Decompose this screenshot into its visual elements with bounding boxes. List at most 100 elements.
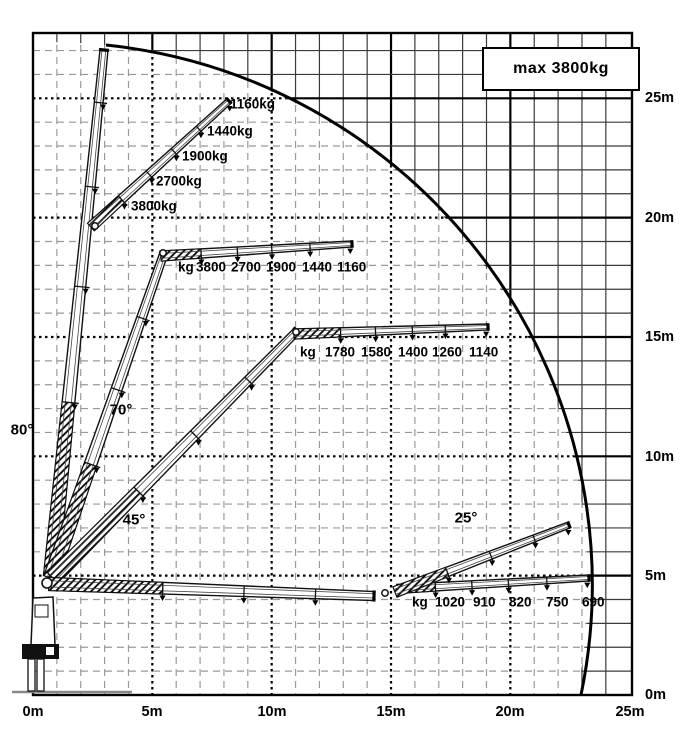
boom-rail [53, 50, 107, 577]
extension-mark [469, 590, 476, 596]
boom-rail [47, 252, 163, 577]
extension-mark [118, 392, 125, 399]
section-divider [136, 315, 150, 322]
boom-pivot [41, 577, 53, 589]
boom-rail [294, 327, 489, 337]
y-axis-tick-label: 0m [645, 687, 666, 703]
crane-vehicle [12, 596, 132, 694]
y-axis-tick-label: 5m [645, 568, 666, 584]
winch-detail [46, 647, 54, 655]
capacity-label: 1900kg [182, 149, 228, 164]
extension-mark [489, 560, 496, 566]
extension-mark [148, 178, 155, 185]
max-capacity-label: max 3800kg [513, 60, 609, 77]
extension-mark [159, 595, 166, 601]
extension-mark [234, 256, 241, 263]
boom-tip-cap [98, 47, 110, 53]
y-axis-tick-label: 20m [645, 210, 674, 226]
capacity-label: 690 [582, 595, 605, 610]
capacity-label: 1140 [469, 345, 498, 360]
capacity-label: 1780 [325, 345, 355, 360]
x-axis-tick-label: 0m [23, 704, 44, 720]
extension-mark [226, 105, 233, 112]
extension-mark [312, 600, 319, 606]
boom-rail [92, 101, 231, 229]
boom-rail [397, 578, 590, 592]
capacity-label: 3800 [196, 260, 226, 275]
capacity-label: kg [300, 345, 316, 360]
boom-rail [393, 523, 569, 590]
boom-rail [395, 525, 570, 595]
y-axis-tick-label: 25m [645, 90, 674, 106]
boom-angle-label: 70° [110, 402, 133, 419]
extension-mark [565, 529, 572, 536]
extension-mark [198, 259, 205, 266]
capacity-label: 2700kg [156, 174, 202, 189]
jib-80 [86, 97, 233, 232]
x-axis-tick-label: 25m [615, 704, 644, 720]
knuckle-joint [292, 328, 300, 336]
boom-rail [293, 325, 488, 332]
envelope-layer [105, 43, 594, 696]
capacity-label: 2700 [231, 260, 261, 275]
section-divider [62, 401, 79, 405]
boom-base-section [293, 327, 342, 340]
x-axis-tick-label: 15m [376, 704, 405, 720]
extension-mark [121, 204, 128, 210]
boom-main-horizontal [48, 576, 376, 606]
plot-border [31, 31, 634, 697]
extension-mark [445, 577, 452, 584]
capacity-label: 820 [509, 595, 532, 610]
extension-mark [92, 188, 99, 195]
knuckle-joint [159, 249, 167, 257]
boom-rail [53, 253, 167, 580]
support-leg [27, 658, 36, 692]
extension-mark [543, 585, 550, 591]
section-divider [133, 486, 147, 500]
extension-mark [269, 254, 276, 260]
capacity-label: 750 [546, 595, 569, 610]
boom-rail [48, 586, 374, 599]
boom-rail [89, 99, 229, 226]
extension-mark [584, 582, 591, 589]
boom-rail [160, 242, 352, 254]
jib-45 [293, 323, 490, 344]
extension-mark [307, 251, 314, 258]
extension-mark [71, 404, 78, 411]
capacity-label: 1900 [266, 260, 296, 275]
extension-mark [142, 321, 149, 327]
y-axis-tick-label: 15m [645, 329, 674, 345]
section-divider [84, 461, 101, 469]
extension-mark [82, 288, 89, 295]
pedestal-detail [34, 604, 49, 618]
jib-70 [159, 240, 354, 266]
knuckle-joint [381, 589, 389, 597]
section-divider [85, 185, 100, 189]
extension-mark [409, 335, 416, 341]
section-divider [111, 387, 126, 394]
capacity-label: kg [412, 595, 428, 610]
section-divider [161, 582, 164, 599]
boom-tip-cap [566, 520, 572, 530]
section-divider [190, 430, 202, 442]
capacity-label: 1580 [361, 345, 391, 360]
extension-mark [139, 497, 146, 503]
extension-mark [195, 440, 202, 446]
extension-mark [347, 248, 354, 255]
extension-mark [197, 132, 204, 139]
boom-angle-label: 25° [455, 510, 478, 527]
boom-rail [55, 331, 299, 581]
extension-mark [337, 338, 344, 344]
x-axis-tick-label: 5m [142, 704, 163, 720]
x-axis-tick-label: 20m [495, 704, 524, 720]
boom-angle-label: 80° [11, 422, 34, 439]
boom-rail [161, 244, 353, 259]
boom-angle-label: 45° [123, 512, 146, 529]
envelope-interior [33, 42, 588, 695]
extension-mark [173, 155, 180, 162]
extension-mark [483, 331, 490, 338]
boom-rail [50, 329, 296, 576]
